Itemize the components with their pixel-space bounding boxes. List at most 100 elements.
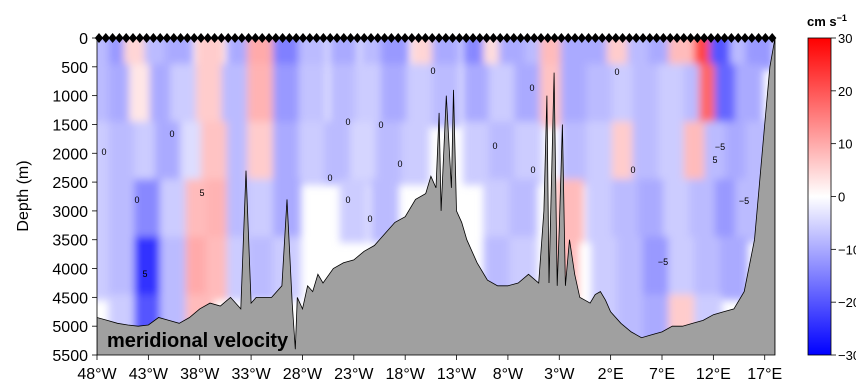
station-marker <box>122 33 131 43</box>
contour-label: 0 <box>367 214 372 224</box>
colorbar-tick-label: −10 <box>838 242 856 257</box>
station-markers <box>94 33 777 43</box>
contour-label: 0 <box>614 67 619 77</box>
contour-labels: 0 0 0 0 0 0 0 0 0 0 0 0 0 0 0 5 5 5 −5 −5 −5 <box>101 66 749 279</box>
station-marker <box>156 33 165 43</box>
station-marker <box>489 33 498 43</box>
station-marker <box>346 33 355 43</box>
velocity-cell <box>406 63 435 128</box>
colorbar-unit: cm s−1 <box>807 13 847 29</box>
velocity-cell <box>642 236 671 301</box>
y-axis-label: Depth (m) <box>15 160 32 231</box>
velocity-cell <box>735 63 764 128</box>
contour-label: −5 <box>715 142 725 152</box>
velocity-cell <box>591 236 620 301</box>
velocity-cell <box>221 63 250 128</box>
bathymetry <box>97 38 775 355</box>
x-tick-label: 2°E <box>598 366 624 383</box>
station-marker <box>734 33 743 43</box>
station-marker <box>761 33 770 43</box>
velocity-cell <box>324 121 353 185</box>
velocity-cell <box>586 121 615 185</box>
station-marker <box>666 33 675 43</box>
velocity-cell <box>108 179 137 243</box>
velocity-cell <box>509 179 538 243</box>
y-axis: 0 500 1000 1500 2000 2500 3000 3500 4000 4500 5000… <box>52 31 97 365</box>
station-marker <box>686 33 695 43</box>
velocity-cell <box>617 236 646 301</box>
velocity-cell <box>329 63 358 128</box>
velocity-cell <box>108 121 137 185</box>
velocity-cell <box>97 38 112 70</box>
station-marker <box>149 33 158 43</box>
station-marker <box>203 33 212 43</box>
station-marker <box>632 33 641 43</box>
station-marker <box>407 33 416 43</box>
velocity-cell <box>586 63 615 128</box>
station-marker <box>441 33 450 43</box>
velocity-cell <box>488 121 517 185</box>
velocity-cell <box>108 236 137 301</box>
y-tick-label: 4000 <box>52 262 88 279</box>
station-marker <box>598 33 607 43</box>
station-marker <box>530 33 539 43</box>
x-tick-label: 18°W <box>386 366 426 383</box>
velocity-cell <box>658 121 687 185</box>
station-marker <box>652 33 661 43</box>
y-tick-label: 2000 <box>52 146 88 163</box>
contour-label: 5 <box>142 269 147 279</box>
station-marker <box>693 33 702 43</box>
station-marker <box>672 33 682 43</box>
station-marker <box>366 33 376 43</box>
station-marker <box>645 33 654 43</box>
station-marker <box>271 33 280 43</box>
station-marker <box>210 33 219 43</box>
station-marker <box>482 33 491 43</box>
station-marker <box>224 33 233 43</box>
station-marker <box>108 33 117 43</box>
station-marker <box>740 33 750 43</box>
contour-label: 0 <box>345 195 350 205</box>
station-marker <box>421 33 430 43</box>
station-marker <box>543 33 552 43</box>
station-marker <box>298 33 308 43</box>
contour-label: 0 <box>529 83 534 93</box>
station-marker <box>162 33 172 43</box>
velocity-cell <box>668 236 697 301</box>
station-marker <box>305 33 314 43</box>
station-marker <box>319 33 328 43</box>
y-tick-label: 3500 <box>52 233 88 250</box>
station-marker <box>312 33 321 43</box>
station-marker <box>428 33 437 43</box>
station-marker <box>244 33 253 43</box>
velocity-cell <box>463 63 492 128</box>
contour-label: −5 <box>739 196 749 206</box>
velocity-cell <box>350 121 379 185</box>
station-marker <box>115 33 124 43</box>
velocity-cell <box>637 179 666 243</box>
station-marker <box>584 33 593 43</box>
velocity-cell <box>632 63 661 128</box>
station-marker <box>414 33 423 43</box>
station-marker <box>455 33 464 43</box>
velocity-cell <box>586 179 615 243</box>
station-marker <box>638 33 648 43</box>
x-tick-label: 38°W <box>180 366 220 383</box>
station-marker <box>754 33 763 43</box>
station-marker <box>332 33 342 43</box>
velocity-cell <box>298 63 327 128</box>
station-marker <box>183 33 192 43</box>
x-tick-label: 23°W <box>334 366 374 383</box>
x-tick-label: 33°W <box>231 366 271 383</box>
station-marker <box>101 33 110 43</box>
velocity-cell <box>134 236 163 301</box>
station-marker <box>713 33 722 43</box>
x-tick-label: 48°W <box>77 366 117 383</box>
velocity-cell <box>514 63 543 128</box>
station-marker <box>264 33 274 43</box>
station-marker <box>387 33 396 43</box>
station-marker <box>747 33 756 43</box>
velocity-cell <box>560 121 589 185</box>
contour-label: 0 <box>397 159 402 169</box>
y-tick-label: 1500 <box>52 117 88 134</box>
